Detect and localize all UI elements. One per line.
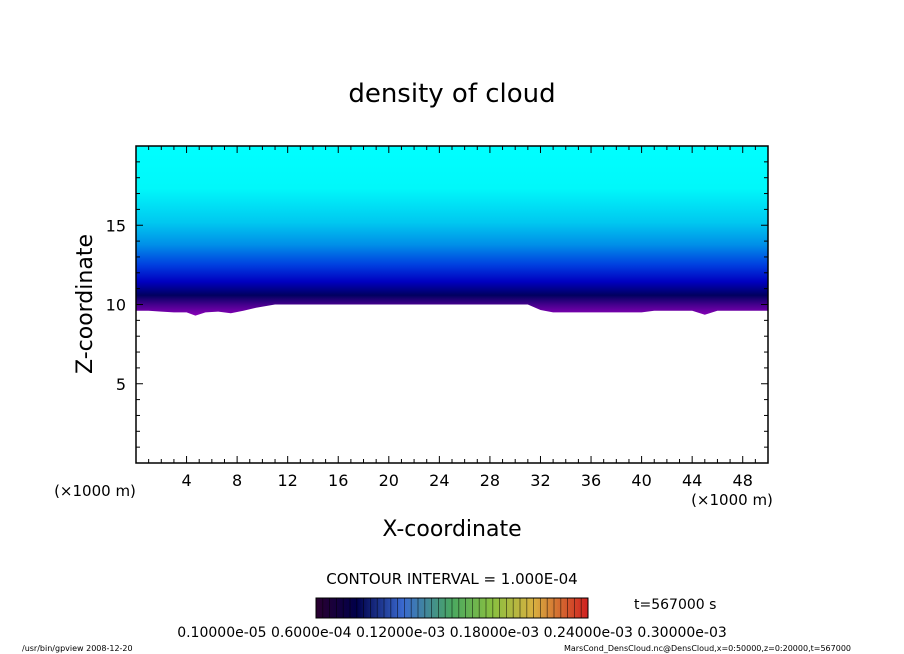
cloud-density-field (136, 146, 768, 316)
x-tick-label: 32 (530, 471, 550, 490)
x-tick-label: 16 (328, 471, 348, 490)
y-axis-label: Z-coordinate (73, 234, 98, 374)
x-axis-label: X-coordinate (382, 517, 521, 542)
x-tick-label: 4 (181, 471, 191, 490)
x-tick-label: 12 (278, 471, 298, 490)
colorbar (315, 597, 589, 619)
time-label: t=567000 s (634, 597, 716, 613)
x-tick-label: 48 (733, 471, 753, 490)
y-tick-label: 10 (106, 296, 126, 315)
y-axis-ticks: 5 10 15 (106, 161, 768, 448)
x-tick-label: 24 (429, 471, 449, 490)
y-tick-label: 15 (106, 216, 126, 235)
x-tick-label: 40 (631, 471, 651, 490)
x-unit-left: (×1000 m) (54, 482, 136, 500)
contour-interval: CONTOUR INTERVAL = 1.000E-04 (326, 570, 577, 588)
x-tick-label: 36 (581, 471, 601, 490)
plot-area (136, 146, 768, 316)
y-tick-label: 5 (116, 375, 126, 394)
x-tick-label: 8 (232, 471, 242, 490)
x-tick-label: 28 (480, 471, 500, 490)
x-unit-right: (×1000 m) (691, 491, 773, 509)
footer-right: MarsCond_DensCloud.nc@DensCloud,x=0:5000… (564, 644, 851, 653)
footer-left: /usr/bin/gpview 2008-12-20 (22, 644, 133, 653)
colorbar-labels: 0.10000e-05 0.6000e-04 0.12000e-03 0.180… (177, 625, 727, 641)
x-tick-label: 44 (682, 471, 702, 490)
x-tick-label: 20 (379, 471, 399, 490)
x-axis-ticks: 4 8 12 16 20 24 28 32 36 40 44 48 (148, 146, 756, 490)
chart-title: density of cloud (348, 79, 555, 109)
